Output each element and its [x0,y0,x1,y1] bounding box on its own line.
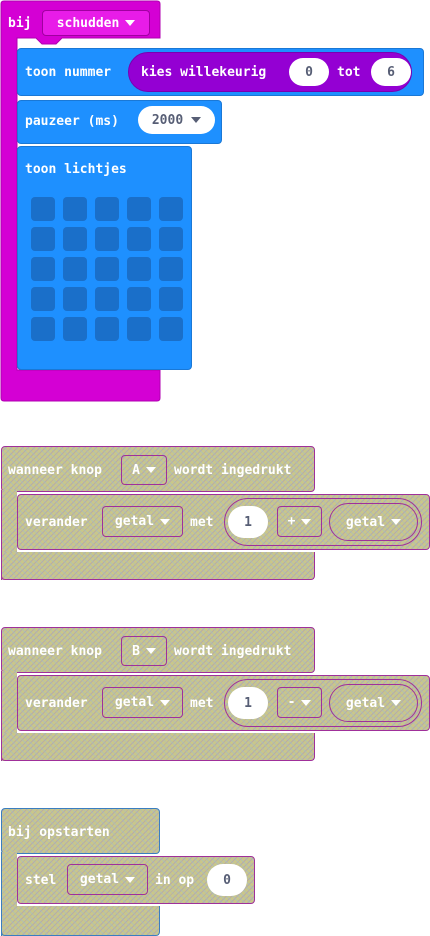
led-cell[interactable] [95,317,119,341]
chevron-down-icon [160,518,171,525]
button-a-label-post: wordt ingedrukt [174,463,292,478]
on-start-footer [1,906,160,936]
led-cell[interactable] [63,197,87,221]
led-cell[interactable] [95,227,119,251]
random-from-value: 0 [305,64,313,80]
operand-input[interactable]: 1 [228,687,268,719]
led-grid[interactable] [31,197,191,357]
led-cell[interactable] [127,287,151,311]
chevron-down-icon [145,648,156,654]
led-cell[interactable] [159,317,183,341]
led-cell[interactable] [63,227,87,251]
random-from-input[interactable]: 0 [289,58,329,86]
led-cell[interactable] [127,197,151,221]
chevron-down-icon [391,700,402,706]
pause-value: 2000 [151,112,184,128]
led-cell[interactable] [31,197,55,221]
led-cell[interactable] [127,227,151,251]
random-to-label: tot [337,65,361,80]
chevron-down-icon [301,699,312,706]
chevron-down-icon [125,876,136,883]
operand-input[interactable]: 1 [228,506,268,538]
led-cell[interactable] [127,257,151,281]
button-a-label-pre: wanneer knop [8,463,102,478]
led-cell[interactable] [159,227,183,251]
led-cell[interactable] [31,287,55,311]
on-button-b-header[interactable] [1,627,315,673]
set-value-input[interactable]: 0 [207,864,247,896]
change-label: verander [25,696,88,711]
button-a-value: A [132,462,140,478]
led-cell[interactable] [159,287,183,311]
set-to-label: in op [155,873,195,888]
change-variable-value: getal [114,695,155,710]
button-b-value: B [132,643,140,659]
led-cell[interactable] [159,197,183,221]
set-value: 0 [223,872,231,888]
random-int-label: kies willekeurig [141,65,267,80]
operator-dropdown[interactable]: + [277,506,322,537]
pause-ms-dropdown[interactable]: 2000 [138,106,215,134]
led-cell[interactable] [31,317,55,341]
led-cell[interactable] [63,317,87,341]
button-b-label-post: wordt ingedrukt [174,644,292,659]
button-a-dropdown[interactable]: A [121,455,167,485]
led-cell[interactable] [95,287,119,311]
pause-label: pauzeer (ms) [25,114,119,129]
change-variable-value: getal [114,514,155,529]
on-gesture-label: bij [8,16,32,31]
led-cell[interactable] [63,257,87,281]
chevron-down-icon [160,699,171,706]
led-cell[interactable] [63,287,87,311]
set-variable-value: getal [79,872,120,887]
show-number-label: toon nummer [25,65,112,80]
change-variable-dropdown[interactable]: getal [102,687,183,718]
variable-reporter[interactable]: getal [329,684,418,722]
on-button-a-footer [1,552,315,580]
variable-reporter[interactable]: getal [329,503,418,541]
chevron-down-icon [301,518,312,525]
chevron-down-icon [145,467,156,473]
led-cell[interactable] [95,197,119,221]
random-to-input[interactable]: 6 [371,58,411,86]
change-label: verander [25,515,88,530]
random-to-value: 6 [387,64,395,80]
random-int-block[interactable] [128,52,412,92]
on-start-label: bij opstarten [8,825,110,840]
gesture-dropdown[interactable]: schudden [42,10,150,36]
set-variable-dropdown[interactable]: getal [67,864,148,895]
variable-reporter-value: getal [345,695,386,711]
led-cell[interactable] [159,257,183,281]
on-button-b-footer [1,733,315,761]
operator-value: + [287,514,296,529]
chevron-down-icon [391,519,402,525]
variable-reporter-value: getal [345,514,386,530]
change-with-label: met [190,515,214,530]
gesture-value: schudden [56,15,120,31]
change-with-label: met [190,696,214,711]
button-b-dropdown[interactable]: B [121,636,167,666]
change-variable-dropdown[interactable]: getal [102,506,183,537]
operand-value: 1 [244,695,252,711]
led-cell[interactable] [95,257,119,281]
on-start-header[interactable] [1,808,160,854]
show-leds-label: toon lichtjes [25,162,127,177]
operand-value: 1 [244,514,252,530]
led-cell[interactable] [31,227,55,251]
operator-value: - [287,695,296,710]
led-cell[interactable] [127,317,151,341]
operator-dropdown[interactable]: - [277,687,322,718]
set-label: stel [25,873,57,888]
led-cell[interactable] [31,257,55,281]
button-b-label-pre: wanneer knop [8,644,102,659]
chevron-down-icon [191,117,202,123]
chevron-down-icon [125,20,136,26]
